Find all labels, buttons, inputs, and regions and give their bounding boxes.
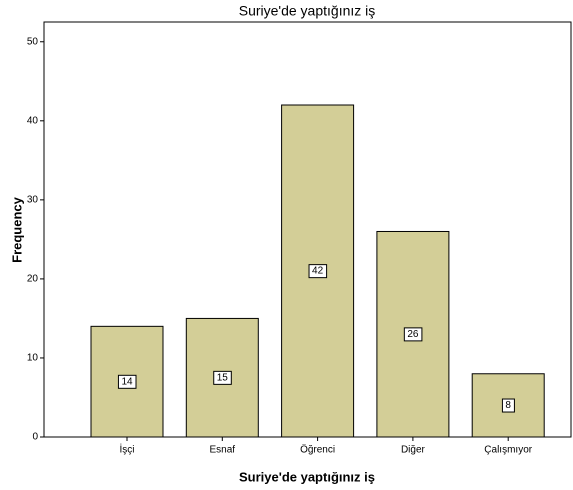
y-tick-label: 0 [32, 432, 38, 443]
y-tick-label: 30 [27, 194, 39, 205]
data-label-box [308, 264, 328, 279]
data-label: 42 [312, 266, 324, 277]
y-axis-title: Frequency [9, 196, 24, 263]
x-tick-label: Öğrenci [300, 444, 335, 456]
data-label-box [213, 370, 232, 385]
data-label: 26 [407, 329, 419, 340]
data-label-box [403, 327, 423, 342]
x-tick-label: İşçi [120, 443, 135, 456]
data-label-box [117, 374, 137, 389]
x-tick-label: Diğer [401, 445, 426, 456]
y-tick-label: 40 [27, 115, 39, 126]
data-label-box [501, 398, 515, 413]
y-tick-label: 10 [27, 353, 39, 364]
x-axis-title: Suriye'de yaptığınız iş [239, 469, 375, 484]
x-tick-label: Çalışmıyor [484, 445, 532, 456]
data-label: 14 [121, 376, 133, 387]
chart-title: Suriye'de yaptığınız iş [239, 3, 376, 19]
data-label: 8 [505, 400, 511, 411]
y-tick-label: 50 [27, 36, 39, 47]
data-label: 15 [217, 372, 229, 383]
x-tick-label: Esnaf [210, 445, 236, 456]
y-tick-label: 20 [27, 274, 39, 285]
